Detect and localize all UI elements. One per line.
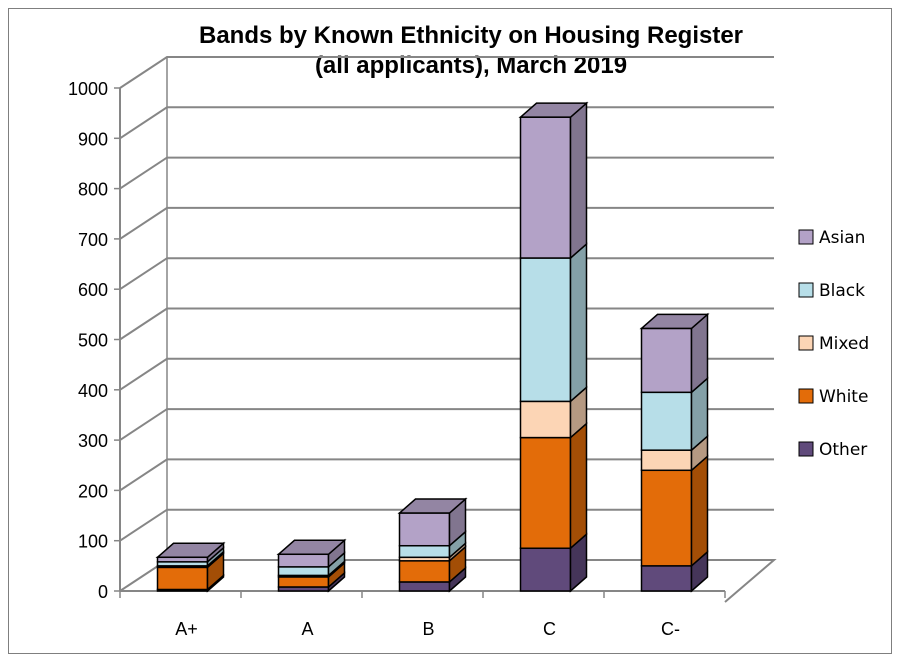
y-tick-label: 600 <box>78 280 108 300</box>
legend-label: Asian <box>819 228 865 248</box>
gridline <box>120 107 774 138</box>
bar-front-face <box>642 566 692 591</box>
legend: Asian Black Mixed White Other <box>799 228 869 460</box>
bar-front-face <box>158 567 208 589</box>
x-tick-label: A <box>301 619 313 639</box>
legend-label: Mixed <box>819 334 869 354</box>
bar-front-face <box>400 513 450 546</box>
bar-segment-asian-c <box>521 103 587 258</box>
bar-front-face <box>642 328 692 392</box>
bar-front-face <box>400 582 450 591</box>
bar-stack-b <box>400 499 466 591</box>
chart-title: Bands by Known Ethnicity on Housing Regi… <box>199 22 743 49</box>
bar-front-face <box>279 554 329 567</box>
legend-swatch <box>799 442 813 456</box>
bar-stack-c <box>642 314 708 591</box>
bar-front-face <box>521 438 571 549</box>
y-tick-label: 700 <box>78 230 108 250</box>
bar-front-face <box>400 561 450 582</box>
gridline <box>120 208 774 239</box>
bar-stack-a <box>158 543 224 591</box>
y-tick-label: 1000 <box>68 79 108 99</box>
legend-swatch <box>799 389 813 403</box>
chart-frame: Bands by Known Ethnicity on Housing Regi… <box>8 8 892 654</box>
bar-front-face <box>279 577 329 587</box>
bar-front-face <box>642 450 692 470</box>
bar-side-face <box>571 103 587 258</box>
bar-segment-black-c <box>521 244 587 401</box>
bar-front-face <box>521 258 571 401</box>
bar-front-face <box>279 567 329 576</box>
bar-stack-c <box>521 103 587 591</box>
gridline <box>120 158 774 189</box>
legend-swatch <box>799 336 813 350</box>
bar-side-face <box>692 456 708 566</box>
y-tick-label: 100 <box>78 532 108 552</box>
y-tick-label: 0 <box>98 582 108 602</box>
x-tick-label: C- <box>661 619 680 639</box>
bar-front-face <box>642 392 692 450</box>
legend-item-black: Black <box>799 281 865 301</box>
y-tick-label: 500 <box>78 331 108 351</box>
x-tick-labels: A+ A B C C- <box>175 619 680 639</box>
legend-label: Black <box>819 281 865 301</box>
bar-front-face <box>400 546 450 558</box>
legend-item-other: Other <box>799 440 867 460</box>
legend-swatch <box>799 230 813 244</box>
bar-front-face <box>521 401 571 437</box>
bar-side-face <box>571 424 587 549</box>
x-tick-label: A+ <box>175 619 198 639</box>
bar-front-face <box>521 548 571 591</box>
legend-label: Other <box>819 440 867 460</box>
bar-stack-a <box>279 540 345 591</box>
bars <box>158 103 708 591</box>
bar-segment-white-c <box>642 456 708 566</box>
x-tick-label: B <box>422 619 434 639</box>
y-tick-labels: 0 100 200 300 400 500 600 700 800 900 1000 <box>68 79 108 602</box>
y-tick-label: 800 <box>78 180 108 200</box>
bar-side-face <box>571 244 587 401</box>
legend-item-asian: Asian <box>799 228 865 248</box>
legend-item-mixed: Mixed <box>799 334 869 354</box>
y-tick-label: 900 <box>78 129 108 149</box>
y-tick-label: 300 <box>78 431 108 451</box>
bar-segment-white-c <box>521 424 587 549</box>
y-tick-label: 400 <box>78 381 108 401</box>
bar-segment-asian-c <box>642 314 708 392</box>
y-tick-label: 200 <box>78 481 108 501</box>
legend-swatch <box>799 283 813 297</box>
chart-svg: Bands by Known Ethnicity on Housing Regi… <box>9 9 893 655</box>
legend-label: White <box>819 387 868 407</box>
bar-front-face <box>521 117 571 258</box>
gridline <box>120 258 774 289</box>
x-tick-label: C <box>543 619 556 639</box>
bar-segment-asian-b <box>400 499 466 546</box>
legend-item-white: White <box>799 387 868 407</box>
bar-front-face <box>642 470 692 566</box>
